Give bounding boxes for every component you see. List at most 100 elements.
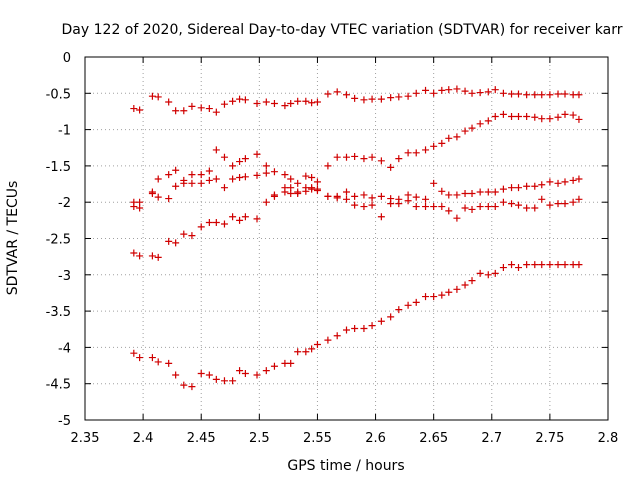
data-point xyxy=(484,117,492,125)
data-point xyxy=(395,306,403,314)
data-point xyxy=(404,301,412,309)
data-point xyxy=(212,146,220,154)
data-point xyxy=(241,173,249,181)
data-point xyxy=(212,375,220,383)
data-point xyxy=(491,269,499,277)
data-point xyxy=(523,204,531,212)
data-point xyxy=(476,188,484,196)
data-point xyxy=(294,97,302,105)
data-point xyxy=(130,349,138,357)
data-point xyxy=(154,193,162,201)
data-point xyxy=(154,253,162,261)
data-point xyxy=(205,167,213,175)
data-point xyxy=(236,95,244,103)
data-point xyxy=(130,249,138,257)
data-point xyxy=(205,176,213,184)
data-point xyxy=(484,271,492,279)
data-point xyxy=(412,193,420,201)
data-point xyxy=(302,348,310,356)
data-point xyxy=(197,179,205,187)
data-point xyxy=(154,93,162,101)
data-point xyxy=(212,219,220,227)
data-point xyxy=(430,179,438,187)
data-point xyxy=(476,89,484,97)
data-point xyxy=(302,184,310,192)
data-point xyxy=(351,201,359,209)
data-point xyxy=(445,134,453,142)
data-point xyxy=(229,162,237,170)
data-point xyxy=(148,188,156,196)
data-point xyxy=(241,213,249,221)
data-point xyxy=(377,95,385,103)
data-point xyxy=(499,185,507,193)
data-point xyxy=(438,139,446,147)
data-point xyxy=(262,162,270,170)
data-point xyxy=(324,162,332,170)
y-tick-label: -1 xyxy=(58,124,71,139)
data-point xyxy=(430,293,438,301)
data-point xyxy=(324,90,332,98)
data-point xyxy=(351,325,359,333)
data-point xyxy=(313,340,321,348)
data-point xyxy=(270,192,278,200)
data-point xyxy=(569,111,577,119)
data-point xyxy=(220,184,228,192)
data-point xyxy=(172,182,180,190)
chart-title: Day 122 of 2020, Sidereal Day-to-day VTE… xyxy=(62,22,623,38)
data-point xyxy=(395,155,403,163)
data-point xyxy=(308,174,316,182)
data-point xyxy=(453,191,461,199)
data-point xyxy=(508,184,516,192)
data-point xyxy=(395,200,403,208)
data-point xyxy=(136,354,144,362)
data-point xyxy=(220,100,228,108)
data-point xyxy=(270,99,278,107)
data-point xyxy=(531,182,539,190)
data-point xyxy=(476,203,484,211)
data-point xyxy=(197,104,205,112)
data-point xyxy=(499,198,507,206)
data-point xyxy=(313,178,321,186)
data-point xyxy=(453,85,461,93)
data-point xyxy=(253,150,261,158)
data-point xyxy=(515,201,523,209)
data-point xyxy=(165,171,173,179)
data-point xyxy=(531,204,539,212)
data-point xyxy=(461,204,469,212)
data-point xyxy=(229,97,237,105)
data-point xyxy=(165,98,173,106)
data-point xyxy=(395,93,403,101)
data-point xyxy=(368,194,376,202)
data-point xyxy=(499,89,507,97)
x-tick-label: 2.6 xyxy=(365,431,386,446)
y-tick-label: -3 xyxy=(58,269,71,284)
data-point xyxy=(387,94,395,102)
plot-frame xyxy=(84,56,609,421)
x-tick-label: 2.45 xyxy=(187,431,216,446)
x-axis-label: GPS time / hours xyxy=(287,458,404,474)
data-point xyxy=(253,371,261,379)
data-point xyxy=(491,113,499,121)
data-point xyxy=(523,91,531,99)
data-point xyxy=(287,189,295,197)
data-point xyxy=(343,91,350,99)
data-point xyxy=(229,213,237,221)
data-point xyxy=(172,239,180,247)
data-point xyxy=(515,90,523,98)
data-point xyxy=(241,370,249,378)
data-point xyxy=(561,110,569,118)
data-point xyxy=(508,113,516,121)
data-point xyxy=(229,175,237,183)
data-point xyxy=(148,92,156,100)
data-point xyxy=(468,205,476,213)
data-point xyxy=(220,377,228,385)
x-tick-label: 2.7 xyxy=(481,431,502,446)
data-point xyxy=(368,95,376,103)
y-tick-label: -1.5 xyxy=(46,160,71,175)
data-point xyxy=(368,322,376,330)
data-point xyxy=(229,377,237,385)
x-tick-label: 2.5 xyxy=(249,431,270,446)
data-point xyxy=(197,223,205,231)
data-point xyxy=(491,203,499,211)
data-point xyxy=(154,358,162,366)
